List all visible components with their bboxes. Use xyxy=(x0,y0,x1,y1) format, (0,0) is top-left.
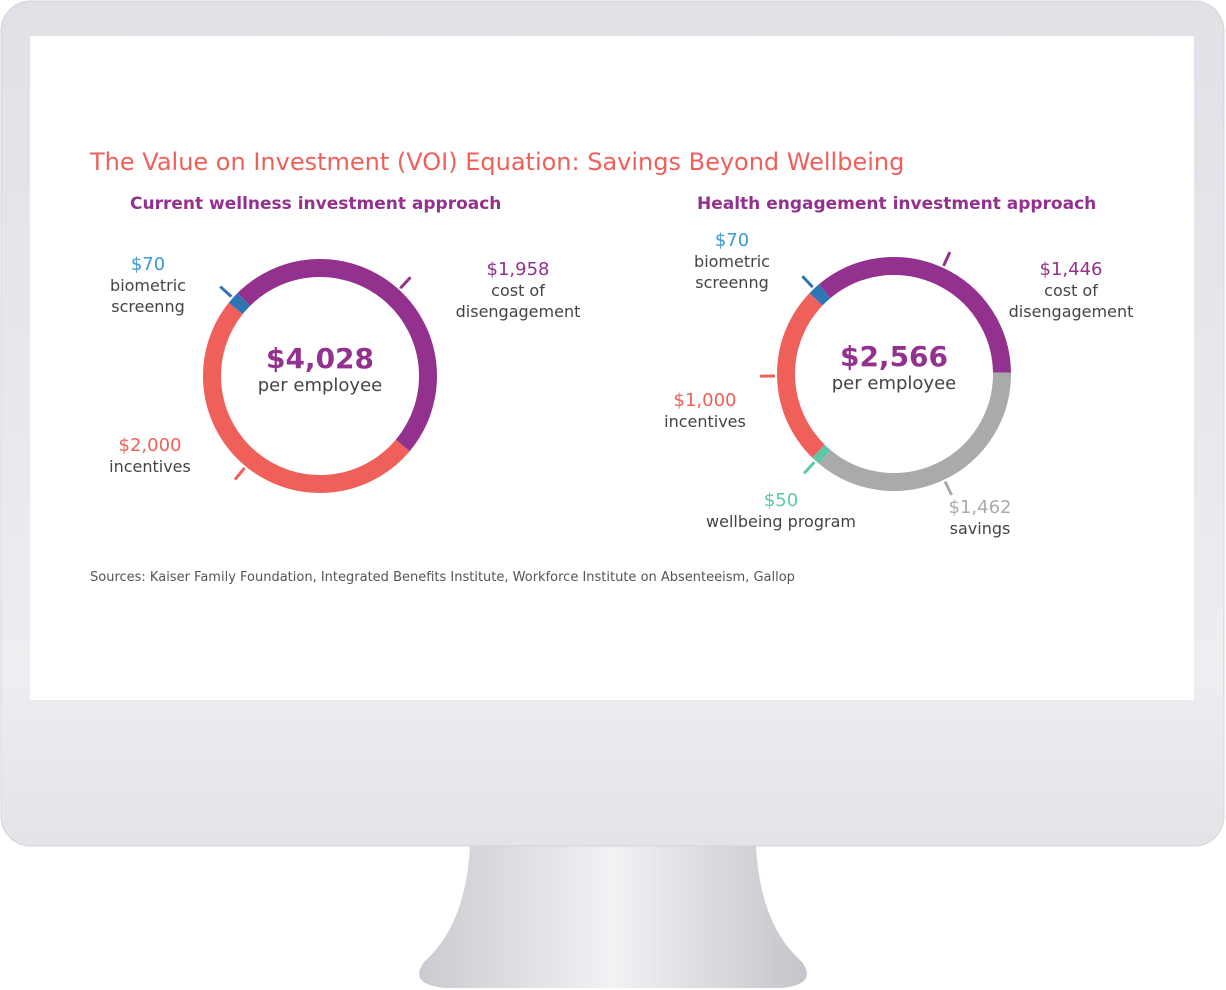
segment-label: $2,000 incentives xyxy=(50,435,250,477)
segment-value: $2,000 xyxy=(118,435,182,456)
leader-line xyxy=(943,480,953,496)
leader-line xyxy=(942,251,952,267)
chart-subtitle: Current wellness investment approach xyxy=(130,194,502,214)
leader-line xyxy=(219,285,233,298)
chart-subtitle: Health engagement investment approach xyxy=(697,194,1097,214)
segment-value: $70 xyxy=(714,230,750,251)
segment-label: $1,958 cost of disengagement xyxy=(418,259,618,322)
total-value: $2,566 xyxy=(839,340,949,373)
donut-segment xyxy=(777,293,825,458)
leader-line xyxy=(802,461,816,475)
segment-label: $70 biometric screenng xyxy=(632,230,832,293)
segment-value: $70 xyxy=(130,254,166,275)
segment-value: $1,446 xyxy=(1039,259,1103,280)
monitor-stand xyxy=(419,846,807,988)
leader-line xyxy=(399,276,412,290)
segment-label: $70 biometric screenng xyxy=(48,254,248,317)
donut-segment xyxy=(203,302,410,494)
segment-name: biometric screenng xyxy=(694,252,770,292)
total-value: $4,028 xyxy=(265,342,375,375)
donut-center: $2,566 per employee xyxy=(794,340,994,394)
total-caption: per employee xyxy=(831,373,957,394)
leader-line xyxy=(801,275,814,289)
source: Sources: Kaiser Family Foundation, Integ… xyxy=(90,570,795,585)
donut-segment xyxy=(237,258,437,452)
segment-value: $1,462 xyxy=(948,497,1012,518)
segment-name: cost of disengagement xyxy=(1008,281,1134,321)
donut-segment xyxy=(818,372,1011,491)
segment-name: incentives xyxy=(109,457,191,476)
segment-label: $1,000 incentives xyxy=(605,390,805,432)
segment-value: $1,958 xyxy=(486,259,550,280)
donut-segment xyxy=(809,284,831,306)
donut-center: $4,028 per employee xyxy=(220,342,420,396)
segment-value: $50 xyxy=(763,490,799,511)
donut-segment xyxy=(818,257,1011,373)
segment-label: $1,462 savings xyxy=(880,497,1080,539)
segment-label: $50 wellbeing program xyxy=(681,490,881,532)
donut-segment xyxy=(812,444,831,464)
segment-label: $1,446 cost of disengagement xyxy=(971,259,1171,322)
title: The Value on Investment (VOI) Equation: … xyxy=(90,148,905,176)
segment-name: wellbeing program xyxy=(706,512,856,531)
segment-name: cost of disengagement xyxy=(455,281,581,321)
donut-segment xyxy=(228,293,251,315)
total-caption: per employee xyxy=(257,375,383,396)
segment-name: savings xyxy=(949,519,1011,538)
leader-line xyxy=(233,467,246,481)
segment-name: incentives xyxy=(664,412,746,431)
segment-value: $1,000 xyxy=(673,390,737,411)
segment-name: biometric screenng xyxy=(110,276,186,316)
